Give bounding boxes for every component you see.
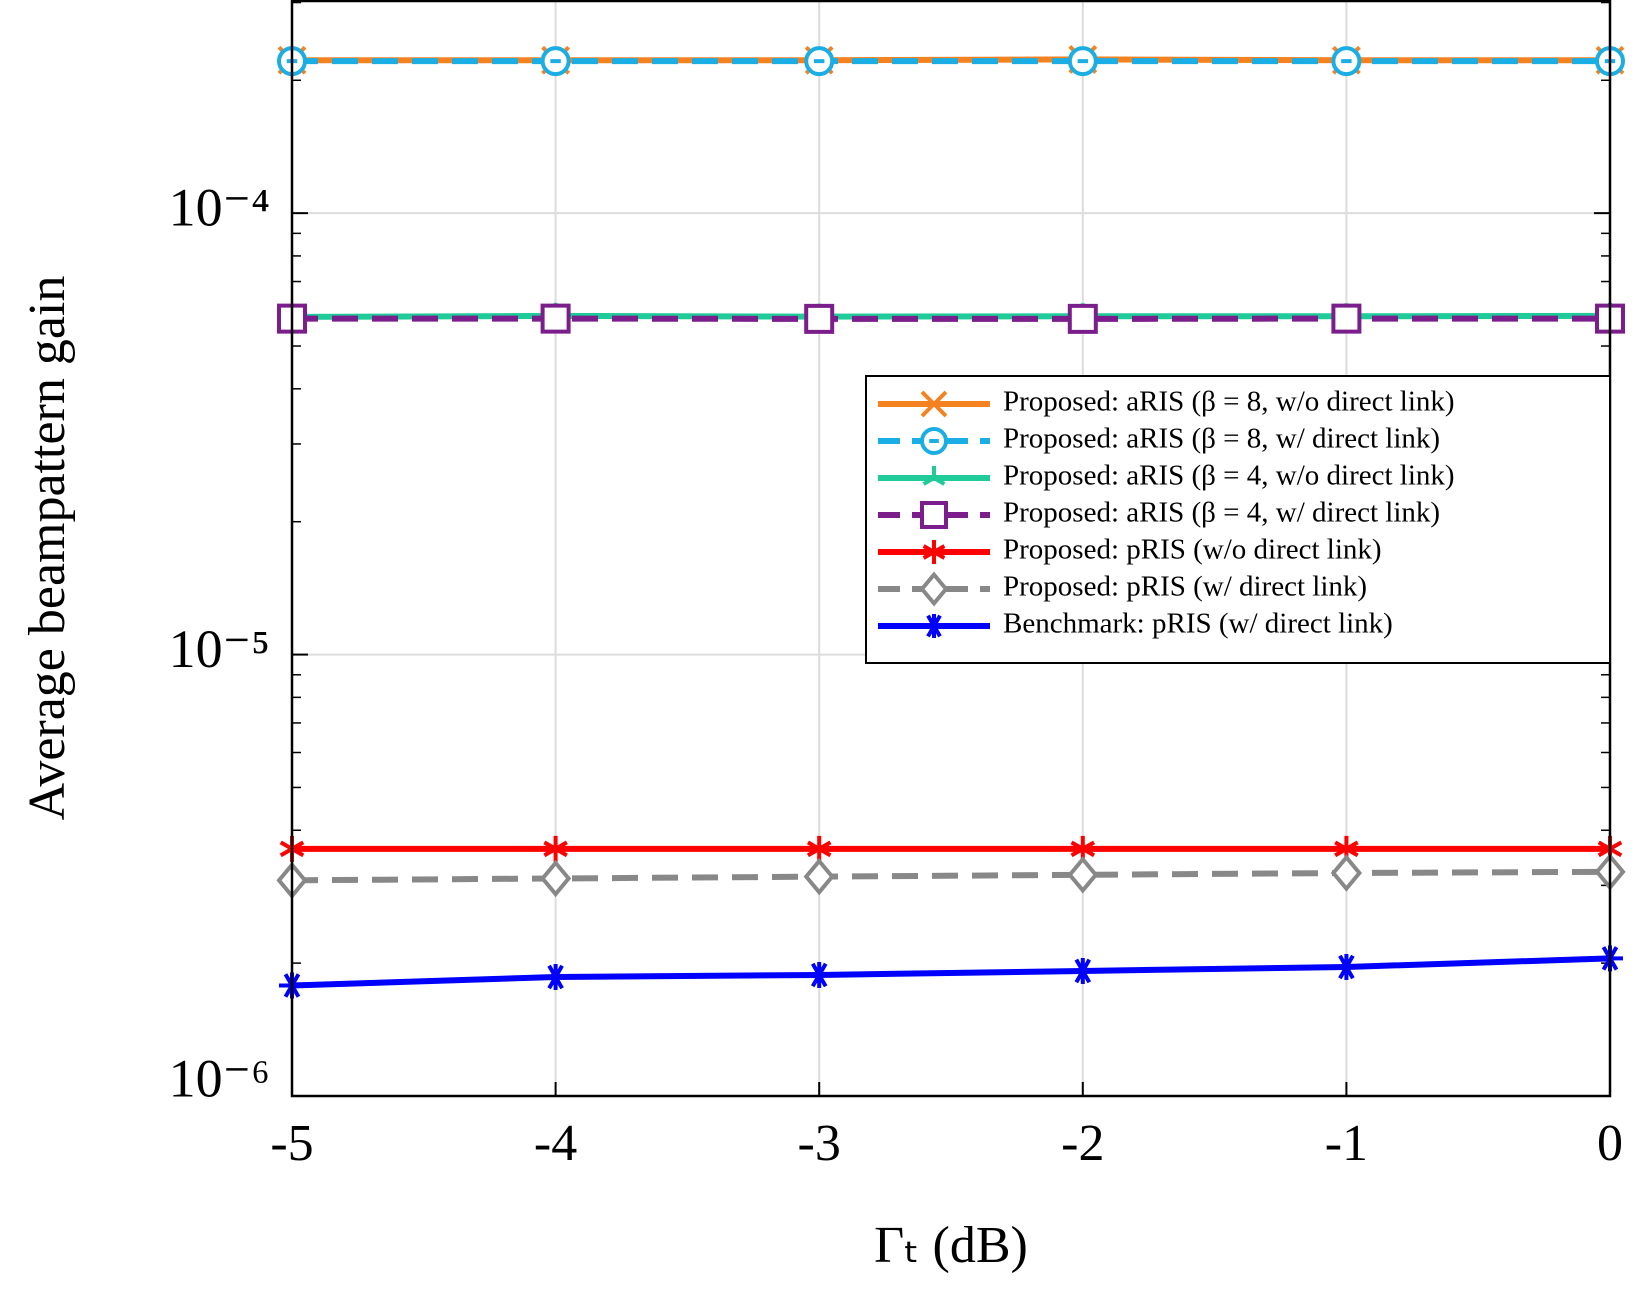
marker	[804, 46, 835, 77]
marker	[806, 961, 833, 988]
marker	[1331, 303, 1362, 334]
legend-label: Proposed: pRIS (w/ direct link)	[1003, 571, 1367, 603]
y-tick-label: 10⁻⁴	[169, 178, 270, 238]
legend: Proposed: aRIS (β = 8, w/o direct link) P…	[865, 375, 1611, 664]
marker	[542, 964, 569, 991]
legend-marker	[920, 427, 949, 455]
x-tick-label: 0	[1597, 1115, 1623, 1172]
y-tick-label: 10⁻⁵	[169, 619, 270, 679]
marker	[803, 857, 835, 896]
marker	[1331, 46, 1362, 77]
y-tick-label: 10⁻⁶	[169, 1048, 270, 1108]
marker	[540, 303, 571, 334]
series-line	[291, 868, 1611, 884]
legend-label: Proposed: aRIS (β = 4, w/o direct link)	[1003, 460, 1455, 492]
x-tick-label: -2	[1061, 1115, 1104, 1172]
x-tick-label: -1	[1325, 1115, 1368, 1172]
legend-marker	[919, 571, 949, 607]
legend-marker	[922, 614, 946, 638]
marker	[1333, 953, 1360, 980]
legend-box	[865, 375, 1611, 664]
y-axis-label: Average beampattern gain	[19, 276, 76, 821]
marker	[1067, 856, 1099, 894]
x-tick-label: -3	[798, 1115, 841, 1172]
marker	[1067, 303, 1098, 334]
x-tick-label: -4	[534, 1115, 577, 1172]
legend-label: Proposed: aRIS (β = 8, w/ direct link)	[1003, 423, 1440, 455]
marker	[1067, 46, 1098, 77]
legend-label: Benchmark: pRIS (w/ direct link)	[1003, 608, 1393, 640]
legend-marker	[922, 466, 946, 486]
legend-label: Proposed: pRIS (w/o direct link)	[1003, 534, 1382, 566]
x-axis-label: Γₜ (dB)	[874, 1217, 1028, 1274]
x-tick-label: -5	[270, 1115, 313, 1172]
legend-label: Proposed: aRIS (β = 8, w/o direct link)	[1003, 386, 1455, 418]
legend-label: Proposed: aRIS (β = 4, w/ direct link)	[1003, 497, 1440, 529]
legend-marker	[920, 390, 948, 418]
series-line	[291, 955, 1611, 989]
legend-marker	[922, 540, 946, 564]
marker	[806, 835, 832, 862]
marker	[1330, 854, 1363, 892]
marker	[1070, 835, 1096, 862]
legend-marker	[920, 501, 948, 529]
marker	[804, 303, 835, 334]
marker	[540, 46, 571, 77]
marker	[539, 859, 572, 898]
marker	[1069, 957, 1096, 984]
marker	[543, 835, 568, 862]
